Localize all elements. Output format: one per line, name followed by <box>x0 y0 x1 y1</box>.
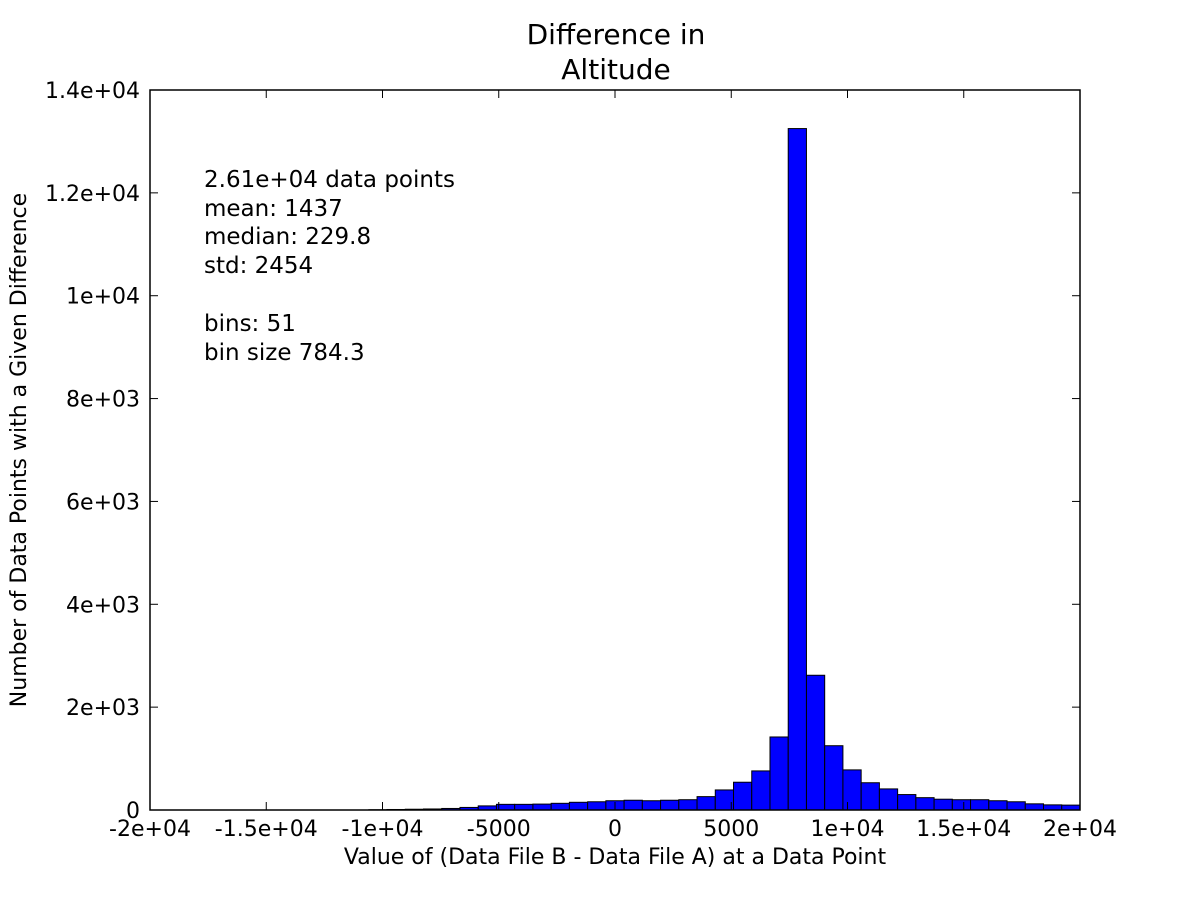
histogram-bar <box>623 799 643 811</box>
histogram-bar <box>660 799 680 811</box>
stats-line-count: 2.61e+04 data points <box>204 167 455 193</box>
histogram-bar <box>824 745 844 811</box>
histogram-bar <box>1043 804 1063 811</box>
stats-line-median: median: 229.8 <box>204 224 371 250</box>
y-tick-label: 2e+03 <box>66 696 140 721</box>
x-axis-tick-labels: -2e+04 -1.5e+04 -1e+04 -5000 0 5000 1e+04 1.5e+… <box>109 817 1117 842</box>
stats-line-std: std: 2454 <box>204 253 313 279</box>
axis-ticks <box>149 89 1081 811</box>
x-tick-label: -1e+04 <box>342 817 424 842</box>
histogram-bar <box>915 797 935 811</box>
histogram-bar <box>805 674 826 811</box>
histogram-bar <box>933 798 953 811</box>
histogram-bar <box>751 770 771 811</box>
y-tick-label: 8e+03 <box>66 388 140 413</box>
histogram-bar <box>897 794 917 811</box>
x-tick-label: 0 <box>608 817 622 842</box>
histogram-bar <box>568 801 589 811</box>
chart-title-line-1: Difference in <box>527 18 706 51</box>
histogram-bar <box>587 801 607 811</box>
histogram-bar <box>970 799 990 811</box>
histogram-bar <box>1024 803 1045 811</box>
histogram-bar <box>733 781 753 811</box>
histogram-bar <box>787 128 807 811</box>
y-tick-label: 1.2e+04 <box>45 182 140 207</box>
stats-line-bins: bins: 51 <box>204 311 296 337</box>
histogram-bar <box>550 802 570 811</box>
x-tick-label: -1.5e+04 <box>215 817 318 842</box>
histogram-bar <box>532 803 552 811</box>
histogram-bar <box>514 803 534 811</box>
histogram-bar <box>678 799 698 811</box>
stats-line-bin-size: bin size 784.3 <box>204 340 365 366</box>
x-tick-label: -5000 <box>467 817 531 842</box>
histogram-bar <box>951 799 972 811</box>
y-tick-label: 1.4e+04 <box>45 79 140 104</box>
histogram-bar <box>878 788 899 811</box>
histogram-bar <box>769 736 789 811</box>
stats-annotation: 2.61e+04 data points mean: 1437 median: … <box>204 167 455 366</box>
chart-title-line-2: Altitude <box>561 53 670 86</box>
y-tick-label: 1e+04 <box>66 285 140 310</box>
histogram-bar <box>860 782 880 811</box>
histogram-bar <box>842 769 862 811</box>
x-tick-label: 5000 <box>703 817 759 842</box>
chart-title: Difference in Altitude <box>527 18 706 86</box>
y-axis-tick-labels: 0 2e+03 4e+03 6e+03 8e+03 1e+04 1.2e+04 1.4e+04 <box>45 79 140 824</box>
histogram-bar <box>641 800 662 811</box>
y-tick-label: 6e+03 <box>66 490 140 515</box>
x-axis-label: Value of (Data File B - Data File A) at … <box>344 845 887 870</box>
x-tick-label: 1e+04 <box>811 817 885 842</box>
histogram-bar <box>988 800 1008 811</box>
y-tick-label: 0 <box>126 799 140 824</box>
x-tick-label: -2e+04 <box>109 817 191 842</box>
histogram-bar <box>1006 801 1026 811</box>
stats-line-mean: mean: 1437 <box>204 196 343 222</box>
x-tick-label: 2e+04 <box>1043 817 1117 842</box>
x-tick-label: 1.5e+04 <box>916 817 1011 842</box>
y-axis-label: Number of Data Points with a Given Diffe… <box>7 193 32 707</box>
y-tick-label: 4e+03 <box>66 593 140 618</box>
histogram-bar <box>696 796 716 811</box>
histogram-bars <box>368 128 1081 811</box>
